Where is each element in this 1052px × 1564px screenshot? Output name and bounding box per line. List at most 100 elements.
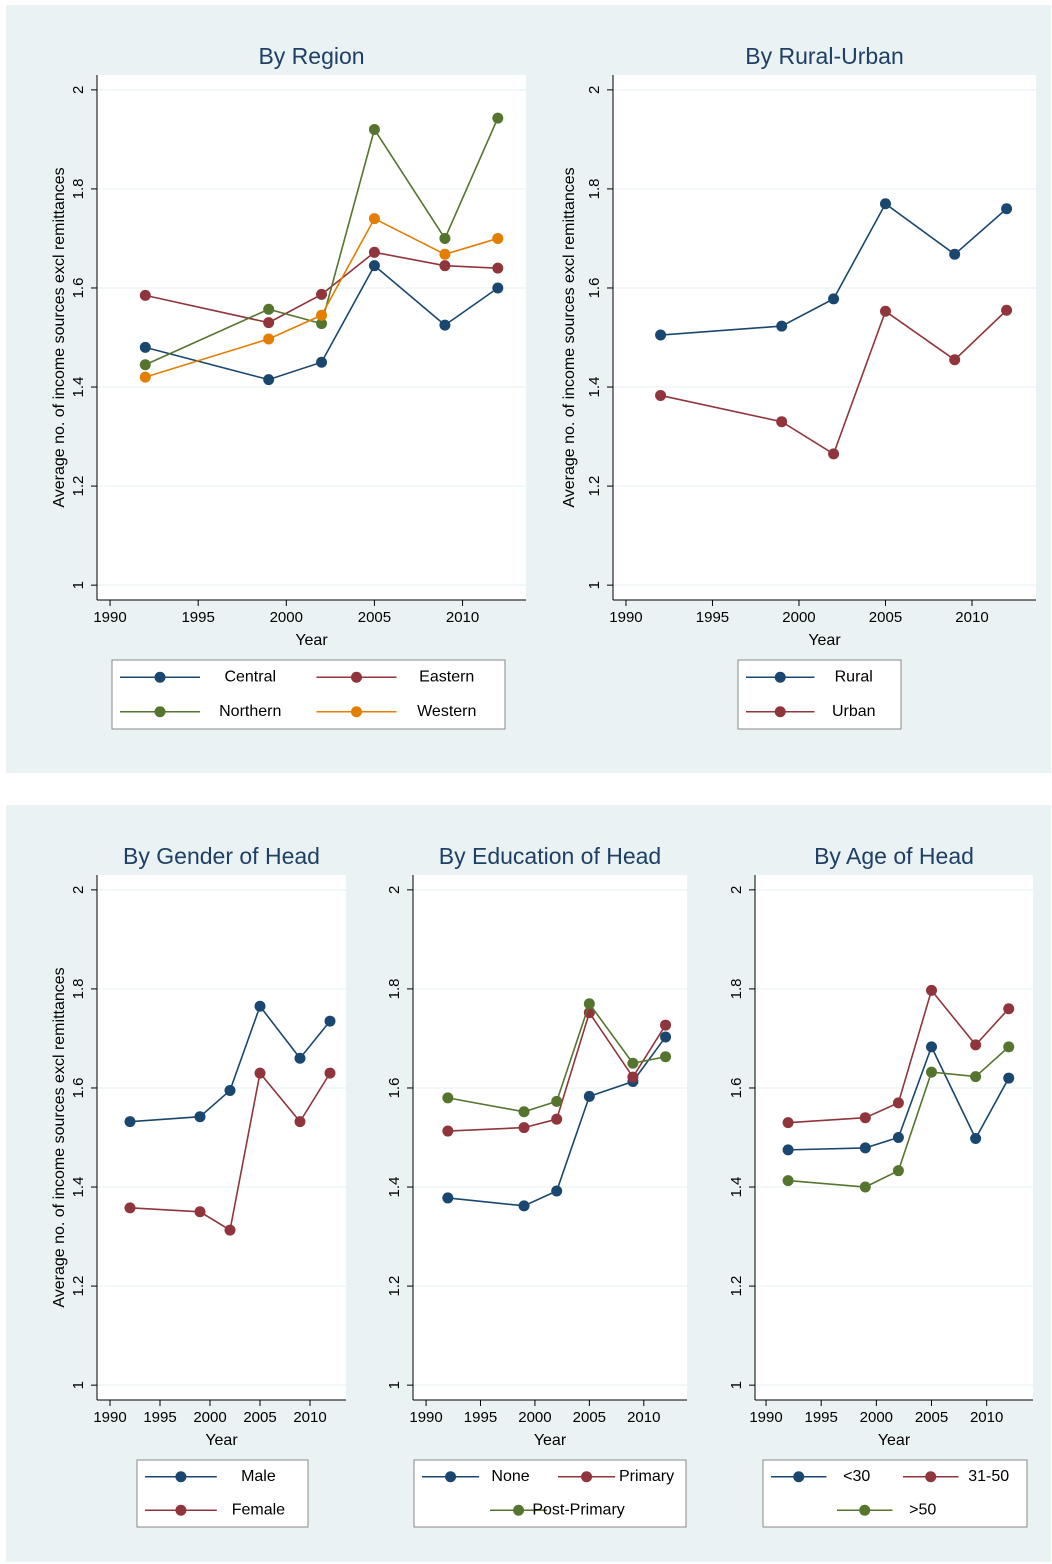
y-tick-label: 2 bbox=[728, 886, 745, 894]
legend-label: None bbox=[491, 1468, 529, 1485]
x-axis-title: Year bbox=[808, 632, 841, 649]
y-tick-label: 1 bbox=[728, 1381, 745, 1389]
data-point bbox=[828, 293, 840, 305]
y-tick-label: 1.8 bbox=[386, 978, 403, 999]
data-point bbox=[518, 1106, 530, 1118]
data-point bbox=[551, 1113, 563, 1125]
data-point bbox=[655, 329, 667, 341]
legend-box bbox=[413, 1459, 687, 1528]
plot-area bbox=[97, 75, 526, 600]
data-point bbox=[139, 289, 151, 301]
legend-box bbox=[111, 659, 506, 730]
data-point bbox=[518, 1200, 530, 1212]
data-point bbox=[1003, 1003, 1015, 1015]
data-point bbox=[583, 1090, 595, 1102]
legend-label: Urban bbox=[832, 703, 876, 720]
series-line bbox=[447, 1010, 667, 1132]
data-point bbox=[776, 320, 788, 332]
data-point bbox=[324, 1015, 336, 1027]
legend-label: Primary bbox=[619, 1468, 674, 1485]
x-tick-label: 2005 bbox=[358, 609, 391, 626]
data-point bbox=[368, 246, 380, 258]
x-tick-label: 2010 bbox=[446, 609, 479, 626]
legend-marker bbox=[154, 671, 166, 683]
series-line bbox=[788, 988, 1010, 1124]
data-point bbox=[124, 1202, 136, 1214]
legend-label: Male bbox=[241, 1468, 276, 1485]
data-point bbox=[776, 416, 788, 428]
data-point bbox=[263, 303, 275, 315]
y-tick-label: 1 bbox=[70, 581, 87, 589]
x-tick-label: 1990 bbox=[749, 1409, 782, 1426]
x-axis-title: Year bbox=[295, 632, 328, 649]
y-tick-label: 1.2 bbox=[586, 476, 603, 497]
series-line bbox=[145, 217, 499, 378]
x-tick-label: 1995 bbox=[805, 1409, 838, 1426]
legend-marker bbox=[175, 1504, 187, 1516]
data-point bbox=[782, 1175, 794, 1187]
y-tick-label: 1.4 bbox=[70, 377, 87, 398]
series-line bbox=[447, 1036, 667, 1207]
x-tick-label: 2000 bbox=[270, 609, 303, 626]
data-point bbox=[627, 1057, 639, 1069]
data-point bbox=[949, 248, 961, 260]
y-tick-label: 2 bbox=[586, 86, 603, 94]
legend-marker bbox=[513, 1504, 525, 1516]
data-point bbox=[263, 333, 275, 345]
data-point bbox=[660, 1019, 672, 1031]
x-axis-title: Year bbox=[534, 1432, 567, 1449]
legend-marker bbox=[351, 706, 362, 718]
data-point bbox=[970, 1039, 982, 1051]
data-point bbox=[879, 198, 891, 210]
legend-label: >50 bbox=[909, 1501, 936, 1518]
x-tick-label: 2000 bbox=[193, 1409, 226, 1426]
y-tick-label: 1.4 bbox=[728, 1177, 745, 1198]
data-point bbox=[368, 213, 380, 225]
chart-title: By Region bbox=[258, 43, 364, 69]
data-point bbox=[828, 448, 840, 460]
x-tick-label: 2000 bbox=[782, 609, 815, 626]
y-tick-label: 1.8 bbox=[70, 178, 87, 199]
x-tick-label: 2000 bbox=[860, 1409, 893, 1426]
legend-marker bbox=[445, 1471, 457, 1483]
legend-label: Rural bbox=[835, 668, 873, 685]
legend-label: Post-Primary bbox=[532, 1501, 624, 1518]
data-point bbox=[442, 1192, 454, 1204]
legend-label: Female bbox=[232, 1501, 285, 1518]
y-tick-label: 1.2 bbox=[386, 1276, 403, 1297]
data-point bbox=[583, 998, 595, 1010]
y-tick-label: 2 bbox=[70, 86, 87, 94]
plot-area bbox=[97, 875, 346, 1400]
data-point bbox=[970, 1071, 982, 1083]
y-tick-label: 1 bbox=[386, 1381, 403, 1389]
data-point bbox=[139, 341, 151, 353]
series-line bbox=[660, 309, 1008, 456]
data-point bbox=[492, 112, 504, 124]
data-point bbox=[879, 305, 891, 317]
x-tick-label: 1995 bbox=[464, 1409, 497, 1426]
data-point bbox=[254, 1067, 266, 1079]
data-point bbox=[324, 1067, 336, 1079]
series-line bbox=[129, 1071, 331, 1232]
data-point bbox=[551, 1095, 563, 1107]
y-tick-label: 1.8 bbox=[70, 978, 87, 999]
plot-area bbox=[613, 75, 1036, 600]
data-point bbox=[892, 1097, 904, 1109]
data-point bbox=[892, 1165, 904, 1177]
x-tick-label: 2005 bbox=[869, 609, 902, 626]
data-point bbox=[316, 288, 328, 300]
y-tick-label: 1.2 bbox=[728, 1276, 745, 1297]
data-point bbox=[263, 317, 275, 329]
legend-marker bbox=[793, 1471, 805, 1483]
data-point bbox=[439, 232, 451, 244]
data-point bbox=[294, 1052, 306, 1064]
y-tick-label: 1.4 bbox=[70, 1177, 87, 1198]
data-point bbox=[263, 374, 275, 386]
series-line bbox=[788, 1044, 1010, 1151]
legend-box bbox=[136, 1459, 309, 1528]
data-point bbox=[316, 356, 328, 368]
data-point bbox=[316, 309, 328, 321]
data-point bbox=[859, 1181, 871, 1193]
data-point bbox=[254, 1000, 266, 1012]
